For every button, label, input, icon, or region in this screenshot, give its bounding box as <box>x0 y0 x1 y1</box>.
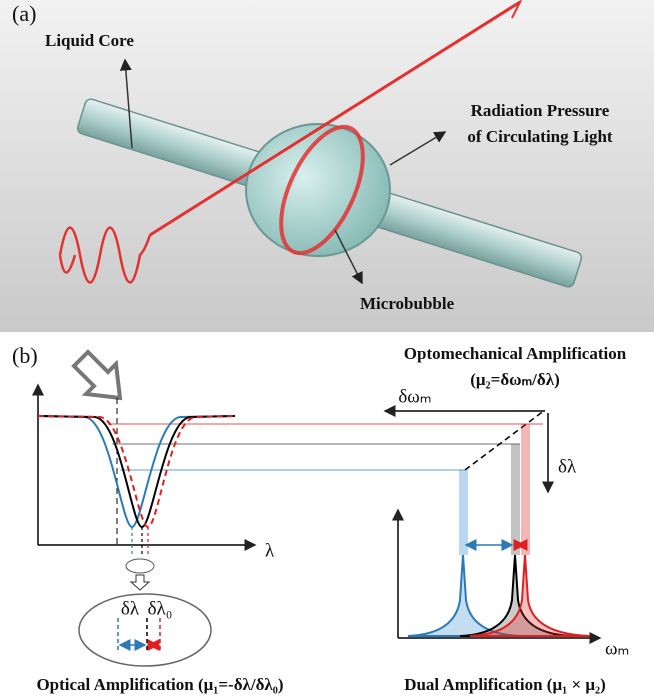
inset-label: δλ <box>121 598 140 619</box>
transfer-lines <box>108 424 543 470</box>
figure: (a) Liquid Core Radiation Pressure of Ci… <box>0 0 654 697</box>
label: Liquid Core <box>45 31 134 50</box>
label: δλ <box>558 456 577 477</box>
dip-markers <box>132 527 148 555</box>
spectrum-curve <box>38 416 235 527</box>
slope-line <box>465 410 545 470</box>
page: {"panel_a": {"label": "(a)", "liquid_cor… <box>0 0 654 697</box>
zoom-arrow <box>131 575 149 590</box>
caption: Optical Amplification (μ₁=-δλ/δλ₀) <box>36 675 283 694</box>
zoom-marker <box>126 559 154 573</box>
panel-label: (a) <box>12 1 36 26</box>
label: Microbubble <box>360 294 455 313</box>
inset <box>79 594 211 666</box>
caption: Dual Amplification (μ₁ × μ₂) <box>404 675 606 694</box>
resonance-peak <box>470 555 590 636</box>
spectrum-curve <box>38 416 235 527</box>
hollow-arrow <box>74 352 120 398</box>
title: Optomechanical Amplification <box>404 344 627 363</box>
inset-label: δλ₀ <box>148 598 173 619</box>
spectrum-curve <box>38 416 235 527</box>
axis-label: ωₘ <box>605 638 629 659</box>
label: of Circulating Light <box>467 127 612 146</box>
title: (μ₂=δωₘ/δλ) <box>470 370 559 389</box>
microbubble <box>246 124 390 256</box>
label: δωₘ <box>398 386 431 407</box>
axis-label: λ <box>265 540 275 561</box>
label: Radiation Pressure <box>471 101 610 120</box>
resonance-axes <box>398 510 600 638</box>
panel-label: (b) <box>12 343 38 368</box>
